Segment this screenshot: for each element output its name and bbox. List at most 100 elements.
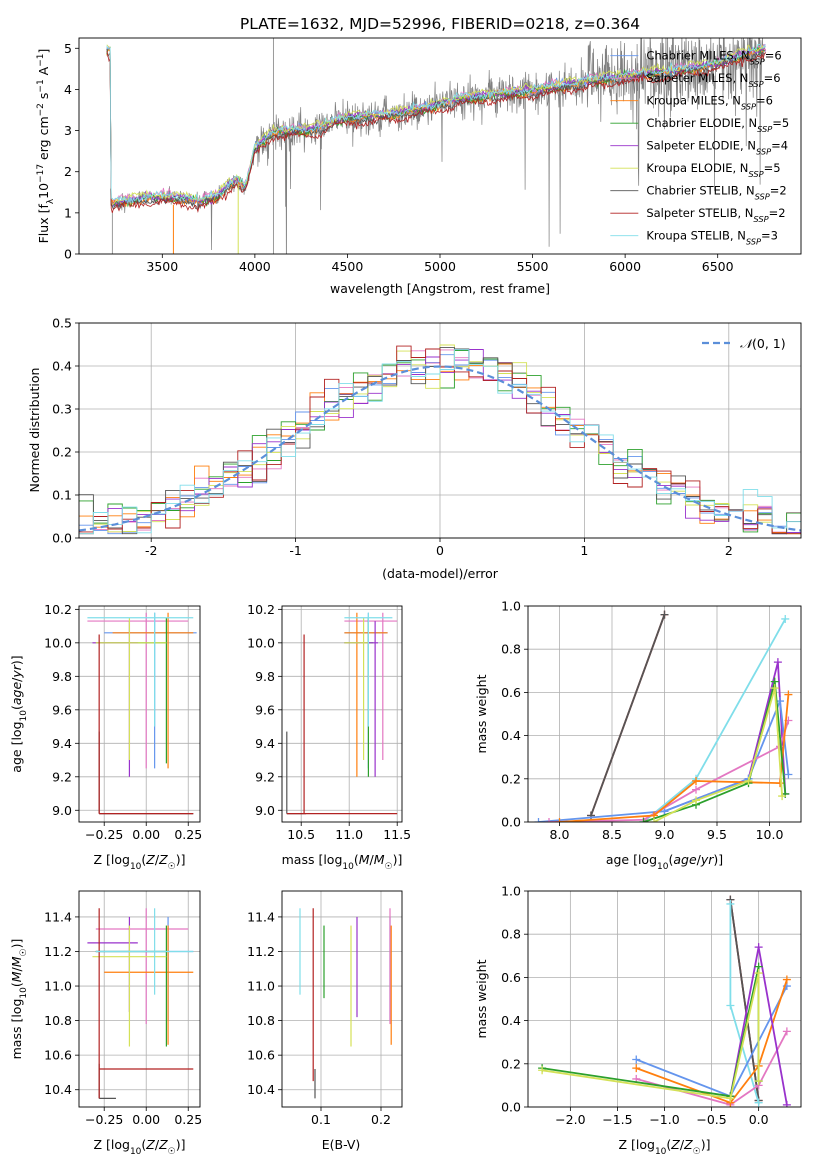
- label-part: Z: [158, 852, 168, 867]
- label-part: Chabrier STELIB, N: [646, 184, 754, 198]
- y-tick-label: 10.6: [44, 1048, 72, 1063]
- label-part: yr: [9, 664, 24, 678]
- label-part: )]: [393, 852, 403, 867]
- axes-frame: [78, 890, 201, 1108]
- y-tick-label: 2: [64, 164, 72, 179]
- weight-point: [632, 1064, 641, 1073]
- y-tick-label: 11.0: [44, 979, 72, 994]
- label-part: λ: [46, 198, 56, 204]
- plot-area: [282, 891, 402, 1107]
- weight-point: [782, 975, 791, 984]
- label-part: Salpeter STELIB, N: [646, 206, 753, 220]
- weight-point: [545, 818, 553, 822]
- label-part: (: [9, 705, 24, 710]
- y-tick-label: 10.0: [247, 635, 275, 650]
- label-part: =5: [764, 161, 781, 175]
- plot-area: [79, 891, 200, 1107]
- label-part: SSP: [741, 102, 756, 112]
- label-part: Z: [670, 1137, 680, 1152]
- label-part: =3: [761, 229, 778, 243]
- label-part: erg cm: [36, 116, 51, 164]
- x-axis-label: (data-model)/error: [382, 566, 499, 581]
- label-part: SSP: [748, 169, 763, 179]
- weight-point: [776, 779, 784, 788]
- plot-content: [87, 908, 194, 1099]
- axes-frame: [78, 605, 201, 823]
- label-part: Salpeter MILES, N: [646, 71, 748, 85]
- plot-content: [106, 38, 766, 254]
- plot-content: [87, 612, 197, 815]
- plot-content: [286, 612, 398, 815]
- weight-point: [784, 690, 793, 699]
- plot-content: [538, 895, 791, 1107]
- weight-line-8: [541, 972, 760, 1100]
- y-tick-label: 10.2: [44, 602, 72, 617]
- label-part: 10: [342, 862, 354, 872]
- weight-line-1: [729, 899, 760, 1101]
- label-part: 10: [130, 862, 142, 872]
- weight-point: [632, 1055, 641, 1064]
- data-spectrum: [110, 38, 765, 254]
- x-tick-label: -1: [289, 543, 301, 558]
- legend-label-5: Kroupa ELODIE, NSSP=5: [646, 161, 780, 179]
- y-tick-label: 10.4: [44, 1082, 72, 1097]
- label-part: 10: [36, 183, 51, 199]
- axes-frame: [78, 37, 802, 255]
- x-tick-label: −0.25: [85, 827, 123, 842]
- x-tick-label: 11.0: [335, 827, 363, 842]
- x-tick-label: 0.25: [174, 827, 202, 842]
- plot-area: [79, 38, 801, 254]
- y-tick-label: 10.0: [44, 635, 72, 650]
- weight-point: [754, 943, 763, 952]
- label-part: )]: [9, 939, 24, 949]
- y-tick-label: 0.4: [501, 1013, 521, 1028]
- panel-2: −0.25 0.00 0.25 9.0 9.2 9.4 9.6 9.8 10.0 10.2: [44, 602, 202, 842]
- y-tick-label: 5: [64, 41, 72, 56]
- legend-label-8: Kroupa STELIB, NSSP=3: [646, 229, 778, 247]
- label-part: Chabrier ELODIE, N: [646, 116, 757, 130]
- label-part: Z [log: [618, 1137, 654, 1152]
- y-tick-label: 10.6: [247, 1048, 275, 1063]
- weight-point: [782, 1027, 791, 1036]
- model-line-8: [106, 43, 766, 206]
- label-part: )]: [176, 852, 186, 867]
- label-part: Salpeter ELODIE, N: [646, 139, 756, 153]
- y-tick-label: 0.8: [501, 642, 521, 657]
- weight-point: [781, 614, 790, 623]
- legend-label: 𝒩(0, 1): [740, 336, 786, 351]
- label-part: /: [697, 852, 702, 867]
- x-axis-label: wavelength [Angstrom, rest frame]: [330, 281, 550, 296]
- label-part: (: [668, 852, 673, 867]
- y-tick-label: 9.2: [255, 769, 275, 784]
- x-axis-label: E(B-V): [322, 1137, 361, 1152]
- y-tick-label: 0: [64, 247, 72, 262]
- weight-point: [778, 792, 787, 801]
- label-part: −1: [36, 54, 46, 67]
- x-tick-label: 1: [580, 543, 588, 558]
- y-tick-label: 9.0: [255, 803, 275, 818]
- x-tick-label: 10.0: [756, 827, 784, 842]
- weight-point: [782, 1100, 791, 1107]
- x-tick-label: 0.0: [749, 1112, 769, 1127]
- x-tick-label: 4000: [239, 259, 271, 274]
- weight-point: [744, 776, 753, 785]
- label-part: M: [9, 956, 24, 967]
- x-axis-label: Z [log10(Z/Z☉)]: [618, 1137, 710, 1157]
- y-tick-label: 0.5: [52, 316, 72, 331]
- panel-3: 10.5 11.0 11.5 9.0 9.2 9.4 9.6 9.8 10.0 10.2: [247, 602, 411, 842]
- label-part: /: [9, 966, 24, 971]
- x-tick-label: 4500: [332, 259, 364, 274]
- y-tick-label: 0.4: [501, 728, 521, 743]
- label-part: /: [370, 852, 375, 867]
- label-part: SSP: [750, 57, 765, 67]
- y-tick-label: 9.2: [52, 769, 72, 784]
- x-tick-label: 3500: [146, 259, 178, 274]
- y-tick-label: 11.2: [44, 944, 72, 959]
- label-part: SSP: [748, 79, 763, 89]
- weight-point: [754, 1098, 763, 1107]
- y-tick-label: 0.3: [52, 402, 72, 417]
- y-axis-label: age [log10(age/yr)]: [9, 655, 29, 772]
- axes-frame: [527, 605, 802, 823]
- label-part: Z: [145, 1137, 155, 1152]
